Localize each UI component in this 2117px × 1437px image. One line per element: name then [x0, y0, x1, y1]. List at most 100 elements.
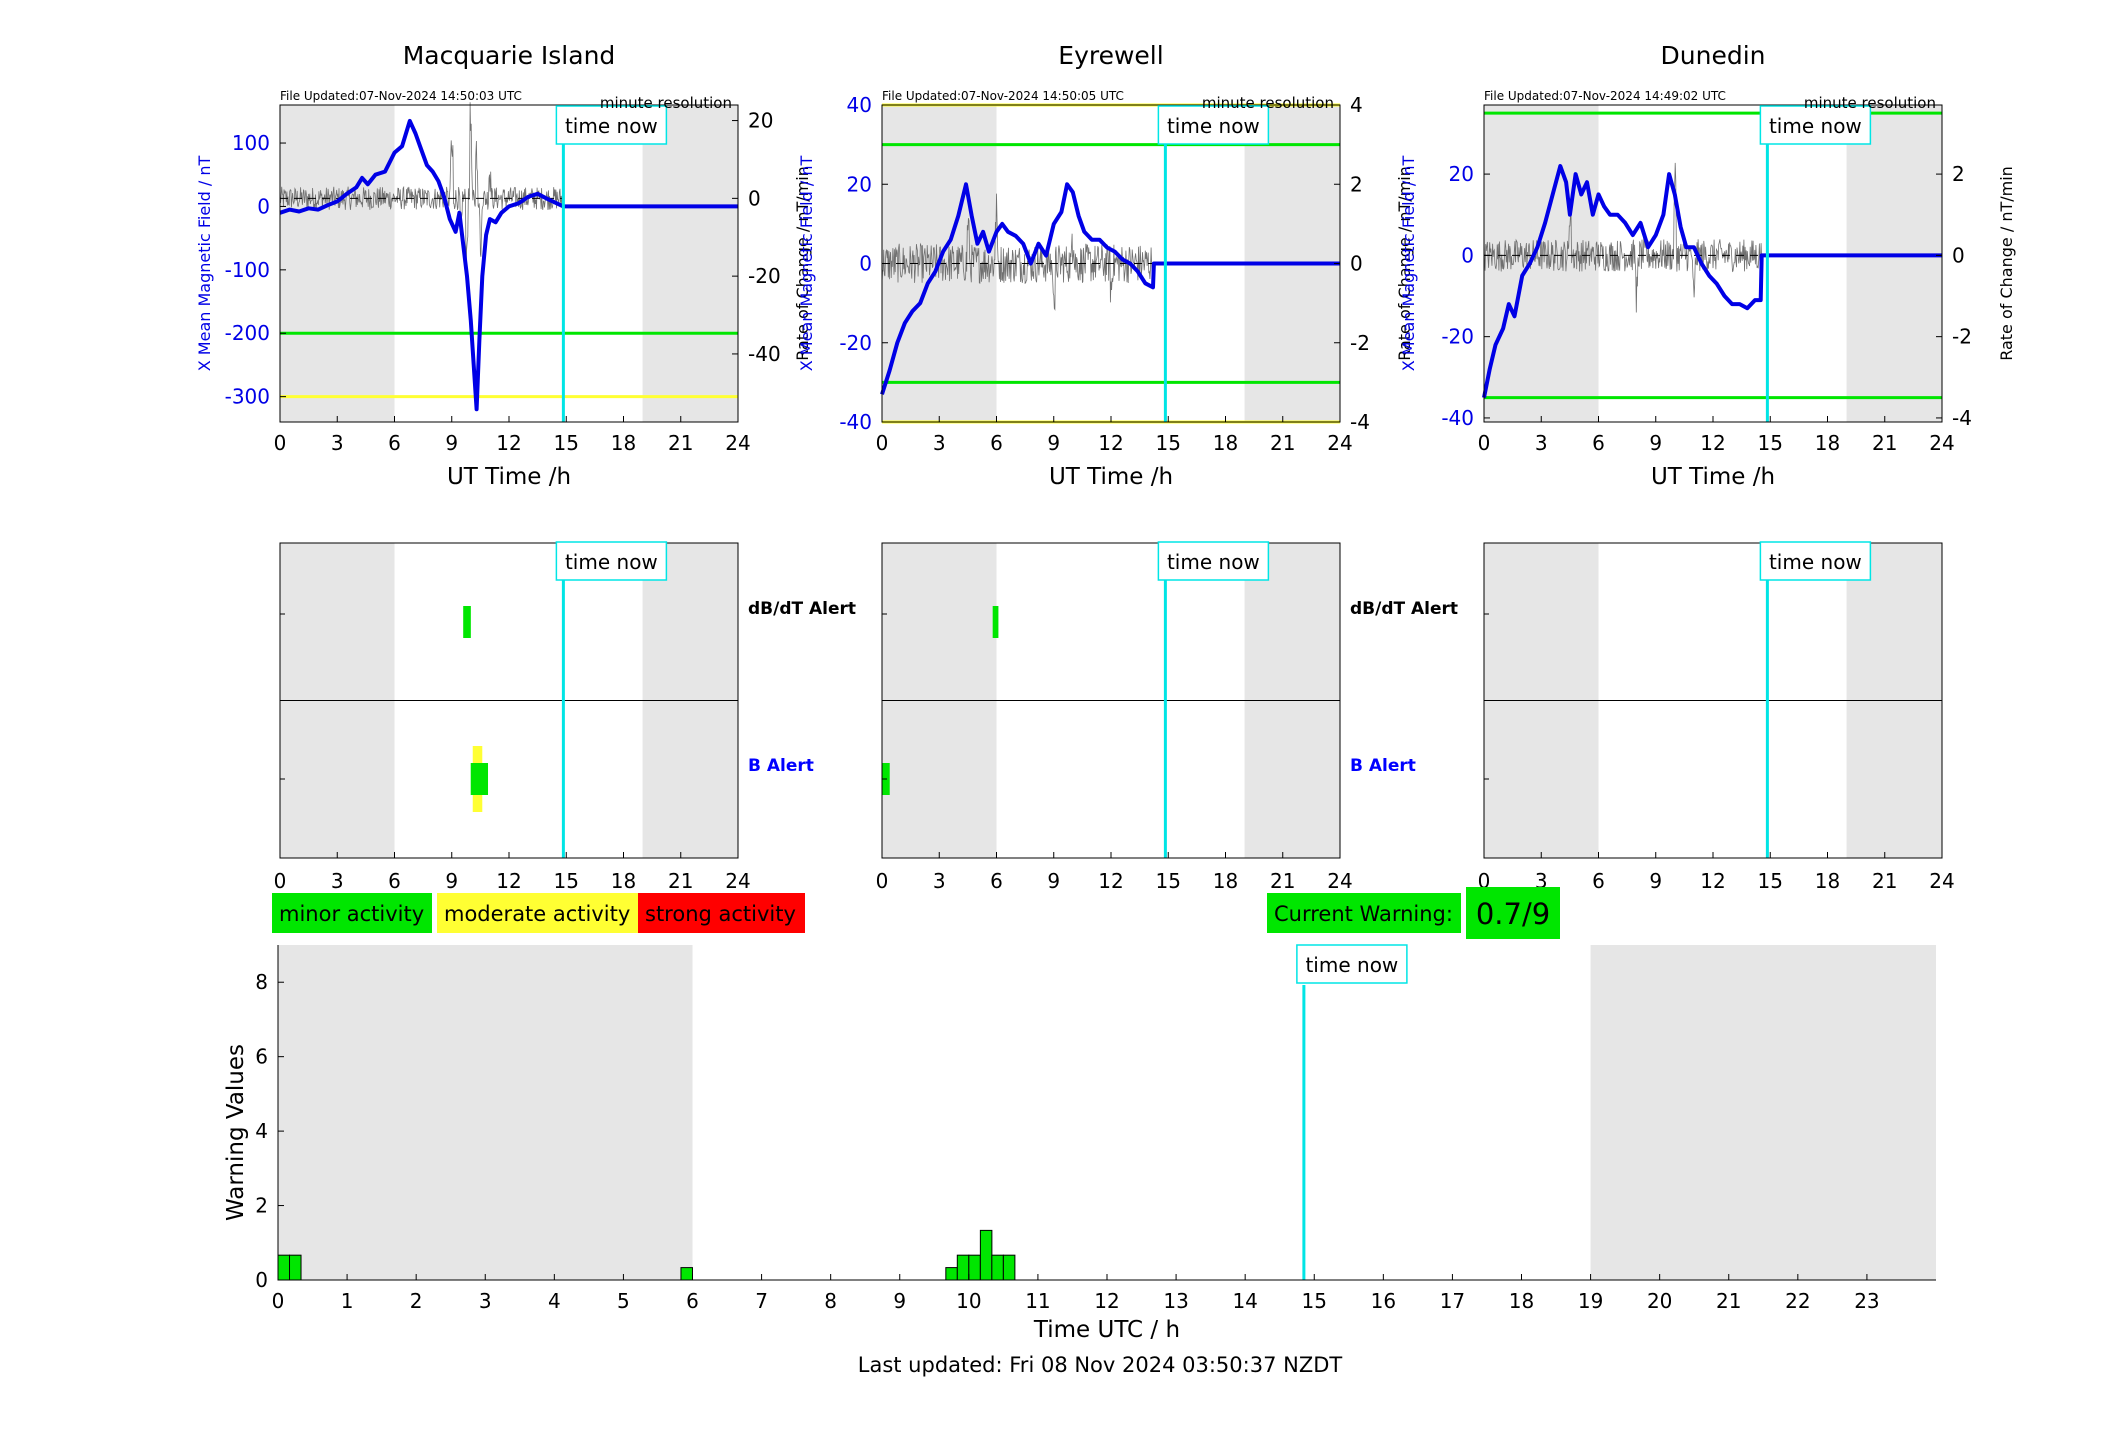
b-alert-label: B Alert: [748, 756, 814, 776]
x-tick-label: 21: [668, 869, 693, 893]
x-axis-label: UT Time /h: [447, 464, 571, 490]
station-panel-1: Eyrewell time now File Updated:07-Nov-2024…: [797, 41, 1414, 490]
time-now-box: [1759, 105, 1872, 145]
y-tick-label: 8: [255, 970, 268, 994]
x-tick-label: 17: [1440, 1289, 1465, 1313]
x-tick-label: 12: [1700, 431, 1725, 455]
left-tick-label: 0: [859, 252, 872, 276]
left-tick-label: 100: [232, 131, 270, 155]
x-tick-label: 2: [410, 1289, 423, 1313]
right-tick-label: -2: [1952, 325, 1972, 349]
x-tick-label: 3: [331, 869, 344, 893]
night-shade: [642, 105, 738, 422]
x-tick-label: 4: [548, 1289, 561, 1313]
right-tick-label: -20: [748, 264, 781, 288]
x-tick-label: 15: [554, 869, 579, 893]
x-tick-label: 6: [990, 869, 1003, 893]
file-updated-text: File Updated:07-Nov-2024 14:50:03 UTC: [280, 89, 522, 103]
x-tick-label: 21: [668, 431, 693, 455]
x-tick-label: 18: [1213, 869, 1238, 893]
x-tick-label: 0: [274, 431, 287, 455]
time-now-label: time now: [1769, 550, 1862, 574]
x-tick-label: 12: [1098, 431, 1123, 455]
legend-label-0: minor activity: [279, 902, 424, 926]
x-tick-label: 6: [1592, 431, 1605, 455]
time-now-badge: time now: [1759, 541, 1872, 581]
x-tick-label: 9: [893, 1289, 906, 1313]
time-now-label: time now: [565, 550, 658, 574]
x-tick-label: 14: [1232, 1289, 1257, 1313]
last-updated-text: Last updated: Fri 08 Nov 2024 03:50:37 N…: [858, 1353, 1343, 1377]
x-tick-label: 3: [933, 431, 946, 455]
legend-swatch-0: [272, 893, 432, 933]
station-title: Eyrewell: [1058, 41, 1163, 70]
time-now-badge: time now: [1157, 105, 1270, 145]
x-tick-label: 15: [554, 431, 579, 455]
station-alert-panels: time now dB/dT Alert B Alert 0 3 6 9 12 15 18 21 24…: [274, 541, 1955, 893]
x-tick-label: 0: [1478, 431, 1491, 455]
left-tick-label: -20: [839, 331, 872, 355]
right-tick-label: 0: [1350, 252, 1363, 276]
time-now-box: [1157, 541, 1270, 581]
x-tick-label: 15: [1156, 869, 1181, 893]
night-shade: [280, 105, 395, 422]
warning-bar: [277, 1254, 291, 1281]
right-tick-label: -4: [1350, 410, 1370, 434]
x-tick-label: 9: [1047, 869, 1060, 893]
time-now-label: time now: [1167, 550, 1260, 574]
x-tick-label: 3: [1535, 431, 1548, 455]
x-tick-label: 24: [1929, 869, 1954, 893]
x-tick-label: 24: [1929, 431, 1954, 455]
file-updated-text: File Updated:07-Nov-2024 14:50:05 UTC: [882, 89, 1124, 103]
dbdt-alert-label: dB/dT Alert: [748, 599, 856, 619]
time-now-label: time now: [1167, 114, 1260, 138]
x-axis-label: UT Time /h: [1049, 464, 1173, 490]
x-tick-label: 15: [1758, 431, 1783, 455]
right-y-axis-label: Rate of Change / nT/min: [1395, 166, 1414, 361]
x-tick-label: 12: [496, 869, 521, 893]
x-tick-label: 24: [1327, 431, 1352, 455]
warning-bar: [956, 1254, 970, 1281]
station-panel-0: Macquarie Island time now File Updated:07-…: [195, 41, 812, 490]
warning-bar: [945, 1267, 958, 1281]
x-tick-label: 9: [445, 869, 458, 893]
x-tick-label: 7: [755, 1289, 768, 1313]
night-shade: [278, 945, 693, 1280]
time-now-badge: time now: [555, 105, 668, 145]
night-shade: [1590, 945, 1936, 1280]
x-tick-label: 3: [479, 1289, 492, 1313]
x-tick-label: 6: [388, 431, 401, 455]
legend-swatch-2: [638, 893, 805, 933]
x-tick-label: 24: [1327, 869, 1352, 893]
left-y-axis-label: X Mean Magnetic Field / nT: [195, 156, 214, 372]
left-tick-label: -40: [839, 410, 872, 434]
right-tick-label: -4: [1952, 406, 1972, 430]
left-tick-label: 40: [847, 93, 872, 117]
right-tick-label: 0: [1952, 243, 1965, 267]
warning-bar: [1002, 1254, 1016, 1281]
x-tick-label: 6: [686, 1289, 699, 1313]
left-tick-label: 20: [847, 172, 872, 196]
left-tick-label: 0: [257, 194, 270, 218]
time-now-box: [555, 105, 668, 145]
x-axis-label: UT Time /h: [1651, 464, 1775, 490]
left-y-axis-label: X Mean Magnetic Field / nT: [1399, 156, 1418, 372]
right-y-axis-label: Rate of Change / nT/min: [1997, 166, 2016, 361]
x-tick-label: 15: [1156, 431, 1181, 455]
x-tick-label: 12: [1094, 1289, 1119, 1313]
x-tick-label: 0: [876, 869, 889, 893]
left-tick-label: -200: [225, 321, 270, 345]
x-tick-label: 12: [1098, 869, 1123, 893]
x-tick-label: 24: [725, 869, 750, 893]
time-now-badge: time now: [1157, 541, 1270, 581]
dbdt-alert-block: [992, 606, 999, 638]
current-warning-value: 0.7/9: [1476, 897, 1550, 931]
x-tick-label: 18: [1509, 1289, 1534, 1313]
x-tick-label: 6: [388, 869, 401, 893]
x-tick-label: 20: [1647, 1289, 1672, 1313]
x-tick-label: 0: [876, 431, 889, 455]
x-tick-label: 21: [1270, 431, 1295, 455]
magnetic-field-series: [279, 118, 738, 412]
resolution-label: minute resolution: [600, 94, 732, 112]
x-tick-label: 18: [611, 431, 636, 455]
